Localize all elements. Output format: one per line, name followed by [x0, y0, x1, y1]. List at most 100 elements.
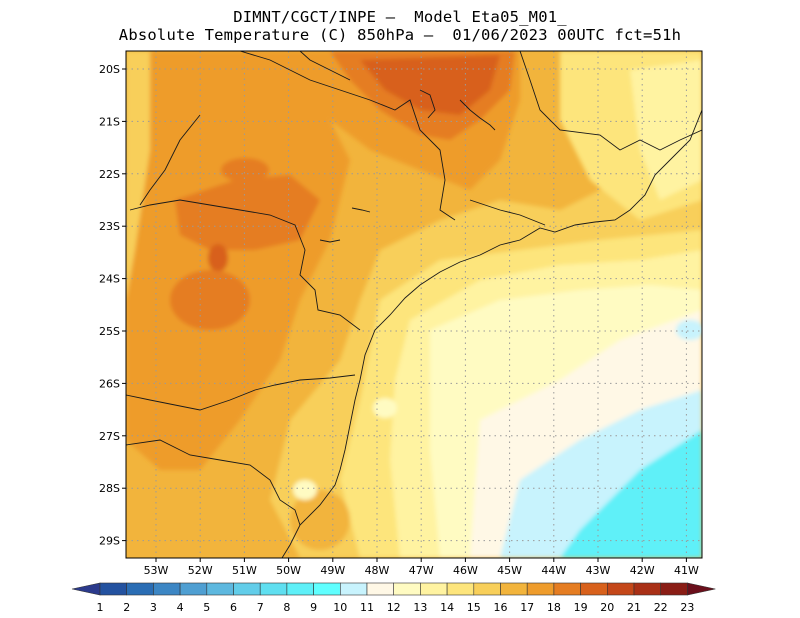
colorbar-swatch: [126, 582, 154, 596]
colorbar-label: 4: [177, 601, 184, 614]
colorbar-swatch: [580, 582, 608, 596]
colorbar-label: 9: [310, 601, 317, 614]
colorbar-swatch: [366, 582, 395, 596]
colorbar-swatch: [500, 582, 528, 596]
lon-label: 51W: [232, 564, 257, 577]
map-subtitle: Absolute Temperature (C) 850hPa – 01/06/…: [118, 26, 682, 44]
boundaries: [126, 51, 702, 558]
colorbar-swatch: [179, 582, 208, 596]
lon-label: 46W: [453, 564, 478, 577]
field-pale-blob: [373, 398, 397, 418]
colorbar: 1 2 3 4 5 6 7 8 9 10 11 12 13 14 15 16 17 18 19 20 21 22 23: [71, 582, 716, 614]
lat-label: 25S: [99, 325, 120, 338]
colorbar-label: 13: [413, 601, 427, 614]
temperature-field: [126, 51, 702, 558]
lat-label: 28S: [99, 482, 120, 495]
colorbar-label: 6: [230, 601, 237, 614]
colorbar-label: 8: [283, 601, 290, 614]
field-hot-spot-3: [170, 270, 250, 330]
lon-label: 43W: [586, 564, 611, 577]
lat-label: 22S: [99, 168, 120, 181]
lon-label: 47W: [409, 564, 434, 577]
river-3: [319, 239, 341, 243]
river-1: [419, 89, 436, 119]
colorbar-swatch: [313, 582, 341, 596]
field-hottest-north: [360, 55, 500, 115]
state-border-3: [126, 439, 301, 526]
lon-label: 44W: [541, 564, 566, 577]
colorbar-label: 3: [150, 601, 157, 614]
colorbar-label: 12: [387, 601, 401, 614]
colorbar-label: 22: [654, 601, 668, 614]
colorbar-swatch: [286, 582, 314, 596]
colorbar-swatch: [99, 582, 128, 596]
field-orange-west: [126, 51, 350, 470]
colorbar-label: 18: [547, 601, 561, 614]
colorbar-swatch: [660, 582, 688, 596]
lon-label: 53W: [144, 564, 169, 577]
lat-label: 24S: [99, 273, 120, 286]
colorbar-swatch: [339, 582, 368, 596]
colorbar-swatch: [420, 582, 448, 596]
lat-label: 27S: [99, 430, 120, 443]
lat-label: 29S: [99, 535, 120, 548]
colorbar-label: 2: [123, 601, 130, 614]
colorbar-label: 17: [520, 601, 534, 614]
state-border-5: [299, 51, 351, 81]
lat-label: 21S: [99, 115, 120, 128]
colorbar-label: 16: [494, 601, 508, 614]
field-cyan: [560, 430, 702, 558]
river-2: [459, 99, 496, 131]
lon-label: 48W: [365, 564, 390, 577]
colorbar-arrow-right: [687, 582, 716, 596]
state-border-4: [239, 51, 456, 221]
state-border-2: [126, 374, 356, 411]
map-title: DIMNT/CGCT/INPE – Model Eta05_M01_: [233, 8, 567, 26]
colorbar-label: 23: [680, 601, 694, 614]
latitude-axis: 20S 21S 22S 23S 24S 25S 26S 27S 28S 29S: [99, 63, 126, 548]
field-hot-spot-1: [221, 158, 269, 182]
colorbar-label: 14: [440, 601, 454, 614]
colorbar-label: 10: [333, 601, 347, 614]
lat-label: 26S: [99, 377, 120, 390]
longitude-axis: 53W 52W 51W 50W 49W 48W 47W 46W 45W 44W 43W 42W 41W: [144, 558, 699, 577]
colorbar-label: 11: [360, 601, 374, 614]
state-border-6: [139, 114, 201, 206]
lon-label: 52W: [188, 564, 213, 577]
colorbar-label: 19: [574, 601, 588, 614]
colorbar-swatch: [606, 582, 635, 596]
colorbar-swatch: [259, 582, 288, 596]
colorbar-swatch: [206, 582, 234, 596]
colorbar-swatch: [153, 582, 181, 596]
colorbar-label: 21: [627, 601, 641, 614]
colorbar-label: 7: [257, 601, 264, 614]
lat-label: 20S: [99, 63, 120, 76]
field-west-edge: [126, 51, 150, 300]
coastline: [281, 109, 702, 558]
colorbar-swatch: [446, 582, 475, 596]
lat-lon-grid: [126, 51, 702, 558]
state-border-7: [519, 51, 702, 151]
field-hot-spot-2: [208, 244, 228, 272]
colorbar-swatch: [233, 582, 261, 596]
field-cyan-blob: [676, 320, 702, 340]
field-south-pale: [293, 480, 317, 500]
colorbar-swatch: [553, 582, 581, 596]
colorbar-swatch: [526, 582, 555, 596]
field-hot-west: [175, 175, 320, 250]
lon-label: 42W: [630, 564, 655, 577]
colorbar-label: 5: [203, 601, 210, 614]
lon-label: 49W: [320, 564, 345, 577]
colorbar-label: 1: [97, 601, 104, 614]
state-border-1: [129, 199, 361, 331]
river-4: [351, 207, 371, 213]
colorbar-swatch: [473, 582, 501, 596]
state-border-8: [469, 199, 546, 226]
colorbar-swatch: [633, 582, 662, 596]
lon-label: 41W: [674, 564, 699, 577]
lon-label: 50W: [276, 564, 301, 577]
colorbar-label: 15: [467, 601, 481, 614]
field-south-warm: [290, 490, 350, 550]
field-ne-yellow: [630, 60, 702, 200]
